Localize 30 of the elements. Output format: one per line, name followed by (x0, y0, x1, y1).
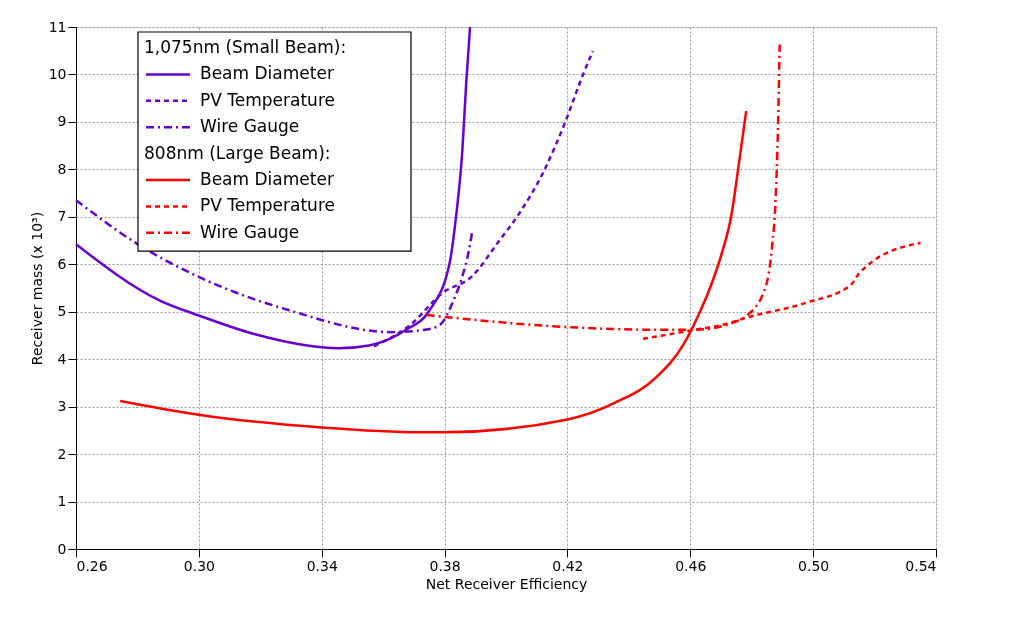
x-tick-label: 0.30 (183, 557, 215, 574)
y-tick-label: 3 (57, 398, 67, 415)
x-axis-title: Net Receiver Efficiency (425, 575, 588, 592)
y-tick-label: 9 (57, 113, 67, 130)
y-tick-label: 11 (48, 18, 67, 35)
x-tick-label: 0.46 (675, 557, 707, 574)
legend-label: Beam Diameter (200, 169, 334, 189)
x-tick-label: 0.42 (552, 557, 584, 574)
text: 808nm (Large Beam): (144, 142, 331, 163)
y-tick-label: 6 (57, 255, 67, 272)
legend-label: Wire Gauge (200, 221, 300, 242)
legend-label: Beam Diameter (200, 63, 334, 84)
text: 1,075nm (Small Beam): (144, 37, 347, 57)
legend-label: PV Temperature (200, 89, 335, 110)
x-tick-label: 0.34 (306, 557, 338, 574)
y-tick-label: 2 (57, 445, 67, 462)
x-tick-label: 0.38 (429, 557, 461, 574)
y-tick-label: 4 (57, 350, 67, 367)
y-tick-label: 1 (57, 493, 67, 510)
legend-label: Wire Gauge (200, 116, 300, 137)
y-tick-label: 10 (48, 65, 67, 82)
x-tick-label: 0.50 (798, 557, 830, 574)
y-axis-title: Receiver mass (x 10³) (28, 211, 45, 366)
y-tick-label: 7 (57, 208, 67, 225)
y-tick-label: 8 (57, 160, 67, 177)
legend-label: PV Temperature (200, 195, 335, 216)
x-tick-label: 0.26 (76, 557, 108, 574)
y-tick-label: 5 (57, 303, 67, 320)
x-tick-label: 0.54 (905, 557, 937, 574)
y-tick-label: 0 (57, 540, 67, 557)
